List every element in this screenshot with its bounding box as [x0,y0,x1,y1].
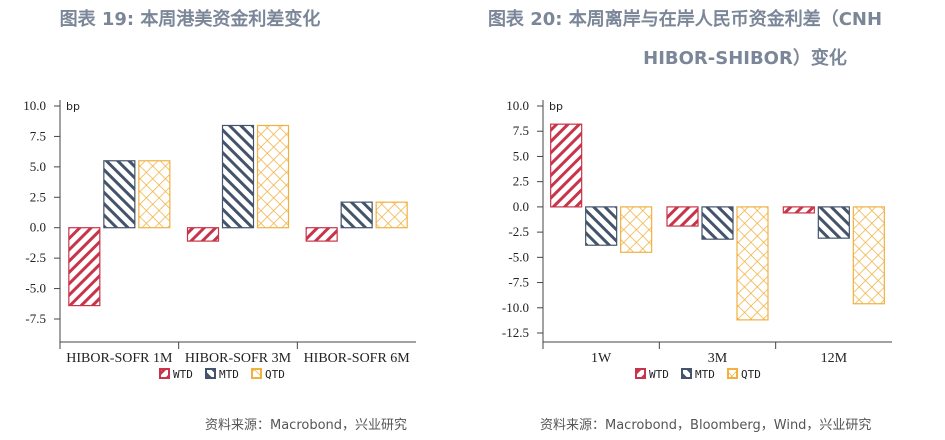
legend-swatch-mtd [205,368,216,379]
y-tick-label: 10.0 [23,98,46,113]
bar-qtd-hibor-sofr-3m [256,124,290,229]
category-label: 1W [591,351,612,366]
bar-mtd-1w [585,206,618,246]
legend-label-qtd: QTD [741,368,761,381]
y-tick-label: -7.5 [25,311,46,326]
left-chart-title: 图表 19: 本周港美资金利差变化 [59,9,321,30]
legend-label-mtd: MTD [219,368,239,381]
left-source-note: 资料来源：Macrobond，兴业研究 [205,418,408,433]
y-tick-label: -12.5 [502,325,529,340]
bar-wtd-hibor-sofr-6m [305,227,338,242]
right-chart-title-line1: 图表 20: 本周离岸与在岸人民币资金利差（CNH [487,9,883,30]
legend-label-mtd: MTD [695,368,715,381]
y-tick-label: -2.5 [25,250,46,265]
legend-label-qtd: QTD [265,368,285,381]
right-chart-title: 图表 20: 本周离岸与在岸人民币资金利差（CNH HIBOR-SHIBOR）变… [455,0,915,78]
legend-swatch-qtd [727,368,738,379]
bar-mtd-hibor-sofr-6m [340,201,373,229]
left-chart: bp 10.0 7.5 5.0 2.5 0.0 -2.5 -5.0 -7.5 HIBOR-SOFR… [23,98,416,381]
bar-wtd-12m [782,206,815,214]
bar-mtd-12m [817,206,850,239]
legend-swatch-wtd [635,368,646,379]
y-tick-label: 7.5 [513,123,529,138]
right-source-note: 资料来源：Macrobond，Bloomberg，Wind，兴业研究 [540,418,872,433]
bar-qtd-hibor-sofr-1m [138,160,171,229]
category-label: HIBOR-SOFR 1M [66,351,173,366]
y-tick-label: 0.0 [30,220,46,235]
y-tick-label: -5.0 [508,249,529,264]
y-tick-label: -2.5 [508,224,529,239]
right-chart: bp 10.0 7.5 5.0 2.5 0.0 -2.5 -5.0 -7.5 -10.0 -12.5… [502,98,892,381]
bar-qtd-12m [852,206,885,305]
y-axis-unit: bp [66,100,80,113]
y-tick-label: -10.0 [502,300,529,315]
y-tick-label: -7.5 [508,275,529,290]
category-label: 3M [708,351,728,366]
bar-wtd-1w [550,123,583,208]
category-label: HIBOR-SOFR 6M [304,351,411,366]
bar-mtd-hibor-sofr-3m [221,124,255,229]
bar-qtd-1w [620,206,653,253]
bar-wtd-hibor-sofr-3m [186,227,220,242]
legend-label-wtd: WTD [649,368,669,381]
legend-swatch-mtd [681,368,692,379]
y-tick-label: 5.0 [513,148,529,163]
category-label: 12M [821,351,848,366]
bar-mtd-3m [701,206,734,240]
legend-swatch-wtd [159,368,170,379]
bar-wtd-3m [666,206,699,227]
bar-mtd-hibor-sofr-1m [103,160,136,229]
legend-label-wtd: WTD [173,368,193,381]
y-tick-label: 10.0 [506,98,529,113]
right-chart-title-line2: HIBOR-SHIBOR）变化 [643,48,847,69]
y-tick-label: 0.0 [513,199,529,214]
y-tick-label: -5.0 [25,281,46,296]
bar-qtd-3m [736,206,769,321]
y-tick-label: 5.0 [30,159,46,174]
bar-qtd-hibor-sofr-6m [375,201,408,229]
y-tick-label: 2.5 [30,189,46,204]
legend-swatch-qtd [251,368,262,379]
bar-wtd-hibor-sofr-1m [68,227,101,307]
y-axis-unit: bp [549,100,563,113]
y-tick-label: 2.5 [513,174,529,189]
y-tick-label: 7.5 [30,128,46,143]
category-label: HIBOR-SOFR 3M [185,351,292,366]
